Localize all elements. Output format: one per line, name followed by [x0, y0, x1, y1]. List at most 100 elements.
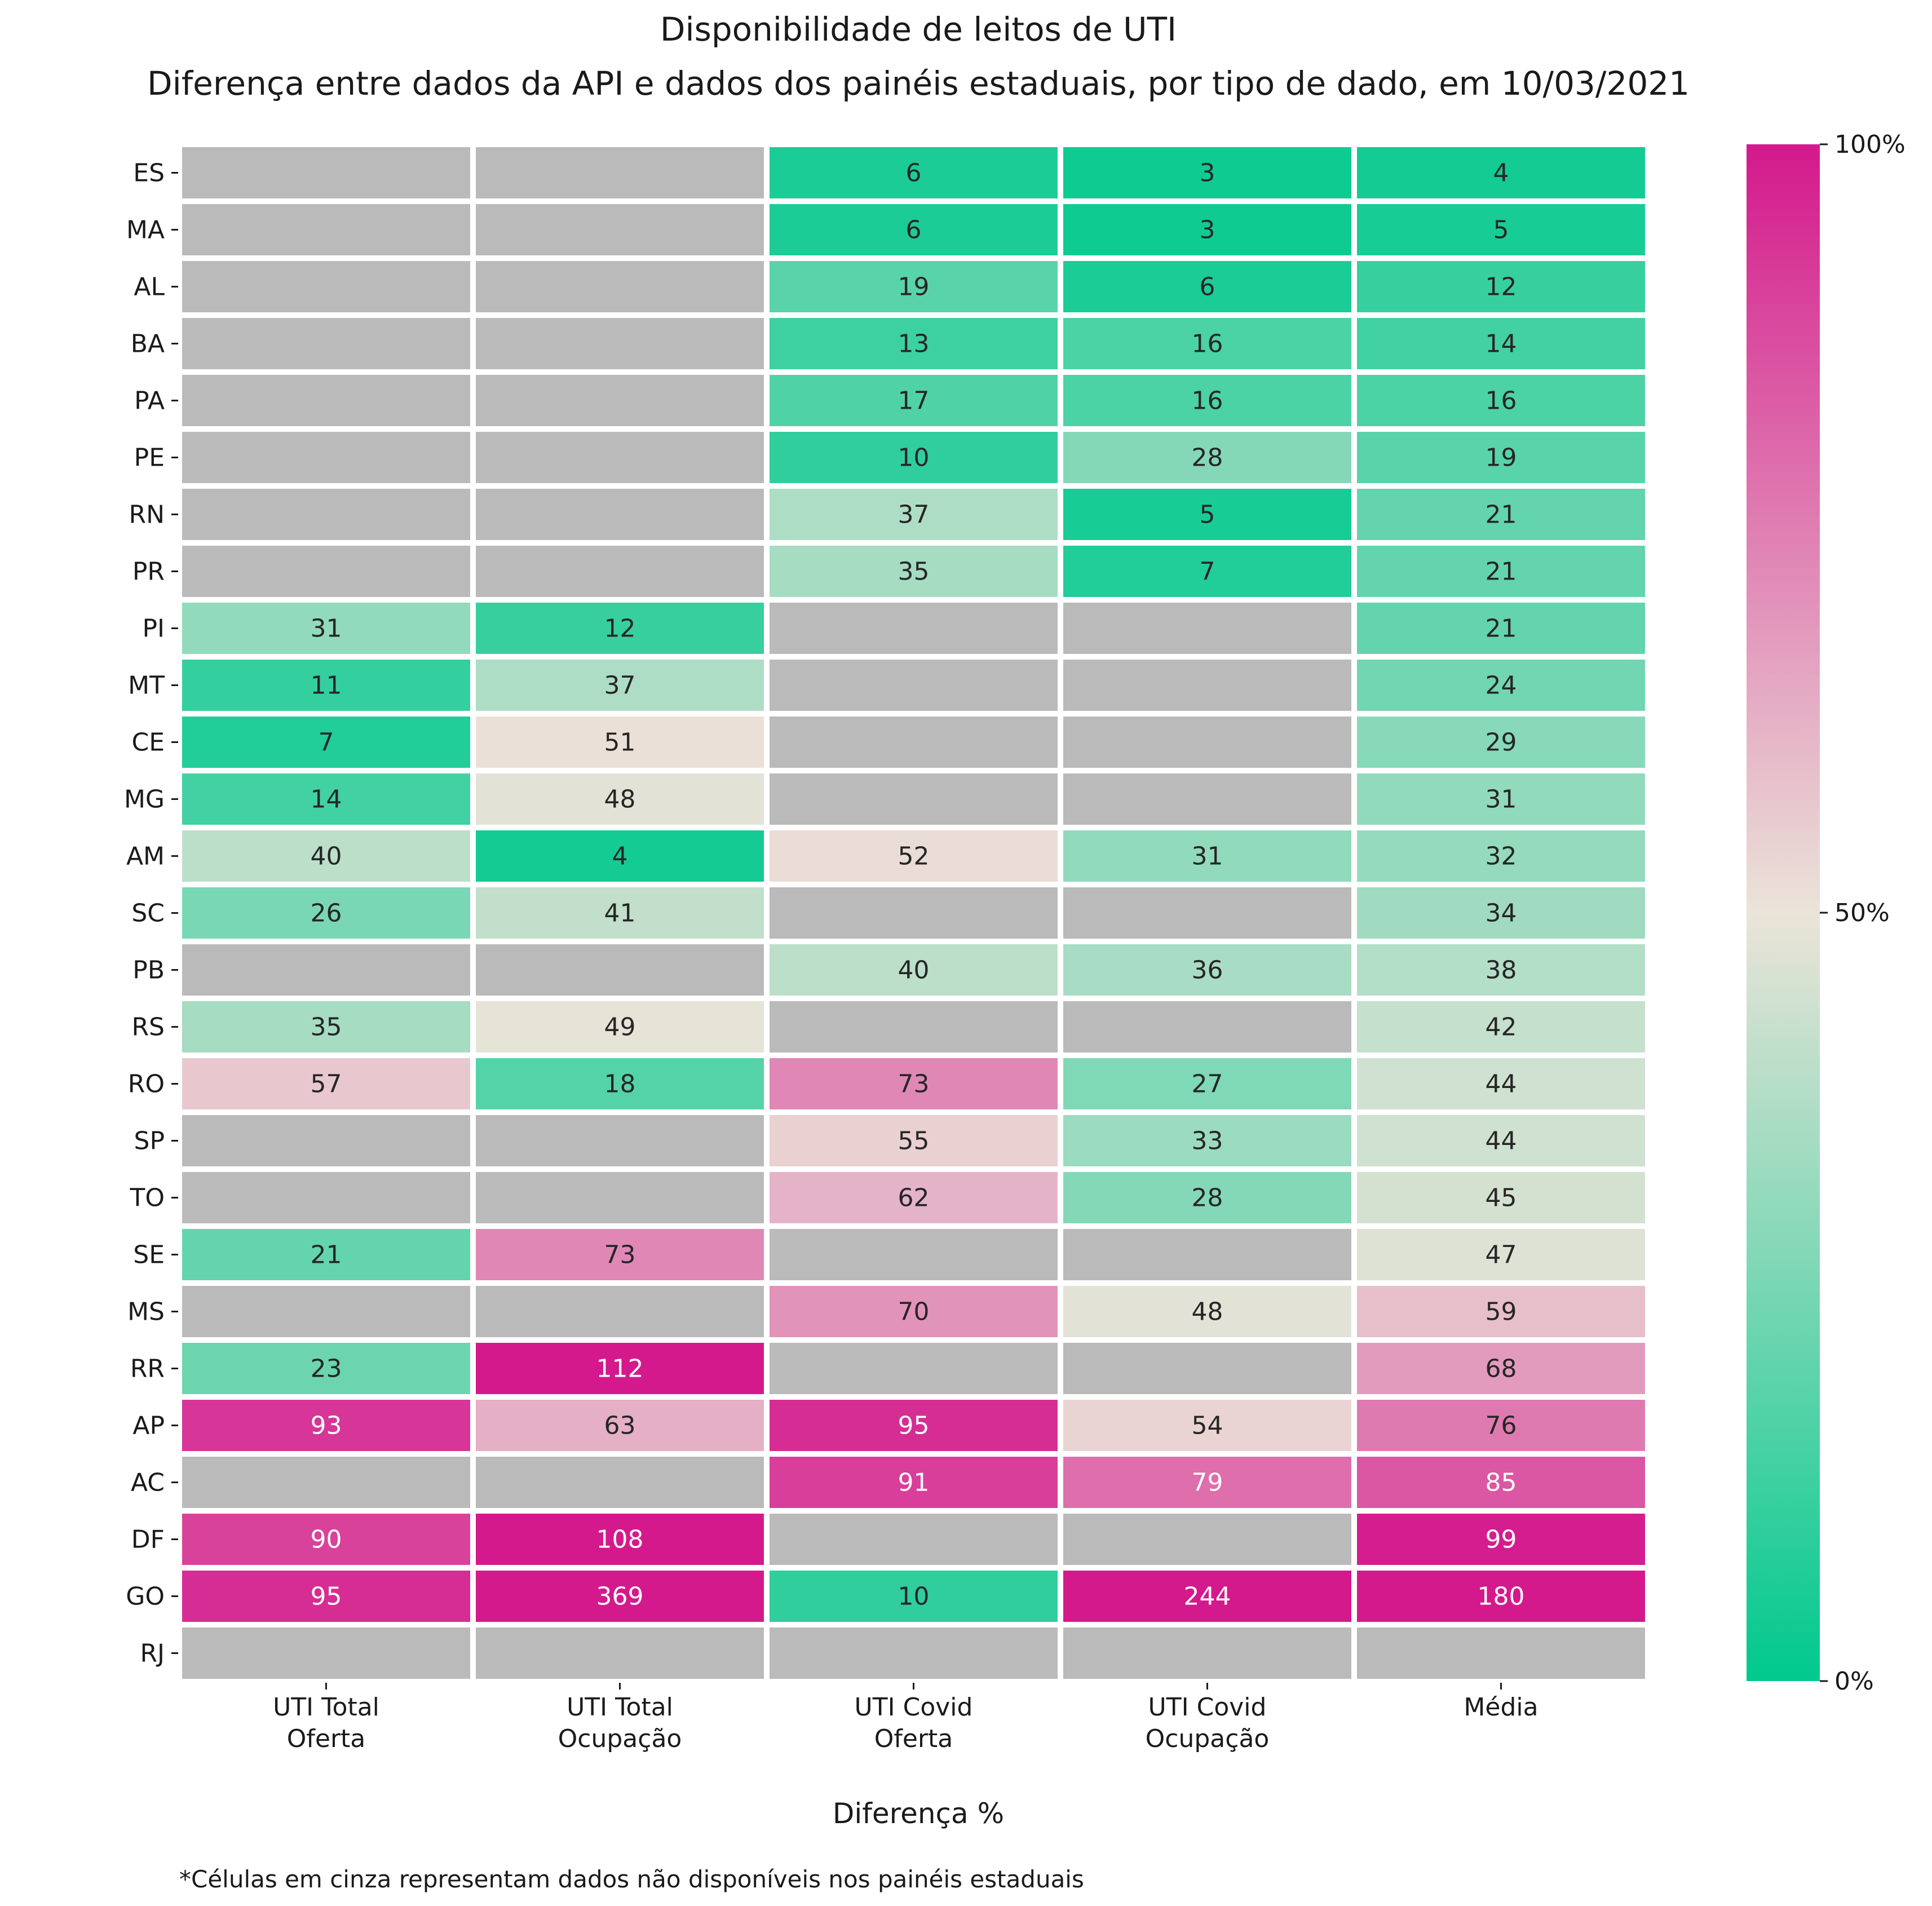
heatmap-cell — [1063, 261, 1351, 312]
heatmap-cell — [1063, 887, 1351, 939]
heatmap-cell — [182, 1343, 470, 1394]
cell-value-label: 57 — [311, 1070, 342, 1099]
heatmap-cell — [1063, 1286, 1351, 1337]
cell-value-label: 19 — [1486, 444, 1517, 472]
heatmap-cell — [182, 887, 470, 939]
cell-value-label: 108 — [596, 1525, 644, 1554]
heatmap-cell — [1357, 1514, 1645, 1565]
y-tick-label: RN — [129, 501, 165, 529]
heatmap-cell — [476, 1400, 764, 1451]
heatmap-cell — [476, 1514, 764, 1565]
heatmap-cell — [1063, 147, 1351, 198]
x-tick-label: Oferta — [874, 1724, 953, 1753]
cell-value-label: 4 — [612, 842, 628, 871]
cell-value-label: 45 — [1486, 1184, 1517, 1213]
cell-value-label: 17 — [898, 387, 930, 415]
cell-value-label: 10 — [898, 1582, 930, 1611]
heatmap-cell — [770, 1343, 1058, 1394]
heatmap-cell — [182, 489, 470, 540]
cell-value-label: 244 — [1184, 1582, 1231, 1611]
heatmap-cell — [476, 887, 764, 939]
heatmap-cell — [476, 944, 764, 996]
cell-value-label: 36 — [1192, 956, 1223, 985]
cell-value-label: 24 — [1486, 671, 1517, 700]
heatmap-cell — [770, 489, 1058, 540]
y-tick-label: PB — [132, 956, 165, 985]
heatmap-cell — [182, 660, 470, 711]
footnote: *Células em cinza representam dados não … — [179, 1865, 1084, 1893]
cell-value-label: 3 — [1200, 159, 1215, 188]
x-tick-label: Média — [1464, 1693, 1538, 1722]
heatmap-cell — [476, 603, 764, 654]
cell-value-label: 99 — [1486, 1525, 1517, 1554]
cell-value-label: 73 — [898, 1070, 930, 1099]
y-tick-label: RJ — [140, 1639, 165, 1668]
cell-value-label: 21 — [311, 1241, 342, 1270]
heatmap-cell — [770, 546, 1058, 597]
cell-value-label: 68 — [1486, 1355, 1517, 1383]
y-tick-label: PR — [132, 558, 165, 586]
cell-value-label: 23 — [311, 1355, 342, 1383]
heatmap-cell — [770, 1172, 1058, 1223]
heatmap-cell — [476, 261, 764, 312]
cell-value-label: 5 — [1493, 216, 1509, 245]
cell-value-label: 7 — [1200, 558, 1215, 586]
heatmap-cell — [1357, 1286, 1645, 1337]
heatmap-cell — [182, 944, 470, 996]
heatmap-cell — [476, 830, 764, 882]
heatmap-cell — [1063, 830, 1351, 882]
y-tick-label: PA — [134, 387, 165, 415]
cell-value-label: 95 — [311, 1582, 342, 1611]
y-tick-label: GO — [126, 1582, 165, 1611]
cell-value-label: 49 — [604, 1013, 636, 1042]
colorbar-tick-label: 50% — [1834, 899, 1890, 927]
cell-value-label: 31 — [1486, 785, 1517, 814]
cell-value-label: 42 — [1486, 1013, 1517, 1042]
heatmap-cell — [770, 1058, 1058, 1109]
heatmap-cell — [1063, 432, 1351, 483]
heatmap-cell — [1357, 603, 1645, 654]
heatmap-cell — [770, 773, 1058, 825]
cell-value-label: 6 — [906, 159, 922, 188]
heatmap-cell — [476, 546, 764, 597]
heatmap-cell — [1063, 944, 1351, 996]
cell-value-label: 7 — [319, 728, 334, 757]
heatmap-cell — [770, 1457, 1058, 1508]
cell-value-label: 369 — [596, 1582, 644, 1611]
cell-value-label: 29 — [1486, 728, 1517, 757]
cell-value-label: 52 — [898, 842, 930, 871]
heatmap-cell — [1063, 773, 1351, 825]
colorbar-tick-label: 100% — [1834, 130, 1906, 159]
heatmap-cell — [1357, 773, 1645, 825]
heatmap-cell — [1357, 432, 1645, 483]
cell-value-label: 37 — [898, 501, 930, 529]
heatmap-cell — [1357, 147, 1645, 198]
cell-value-label: 28 — [1192, 444, 1223, 472]
heatmap-cell — [1063, 1343, 1351, 1394]
cell-value-label: 41 — [604, 899, 636, 928]
cell-value-label: 21 — [1486, 501, 1517, 529]
heatmap-cell — [1063, 204, 1351, 255]
heatmap-cell — [182, 1058, 470, 1109]
cell-value-label: 6 — [1200, 273, 1215, 302]
cell-value-label: 70 — [898, 1298, 930, 1326]
cell-value-label: 63 — [604, 1412, 636, 1440]
cell-value-label: 5 — [1200, 501, 1215, 529]
heatmap-cell — [770, 261, 1058, 312]
heatmap-cell — [1357, 1229, 1645, 1280]
y-tick-label: SP — [134, 1127, 165, 1156]
x-axis-title: Diferença % — [833, 1797, 1004, 1830]
heatmap-cell — [182, 1628, 470, 1679]
chart-subtitle: Diferença entre dados da API e dados dos… — [147, 64, 1690, 103]
y-tick-label: RR — [130, 1355, 165, 1383]
y-tick-label: DF — [131, 1525, 165, 1554]
cell-value-label: 28 — [1192, 1184, 1223, 1213]
heatmap-cell — [1357, 830, 1645, 882]
heatmap-cell — [1357, 1172, 1645, 1223]
heatmap-cell — [770, 717, 1058, 768]
heatmap-cell — [476, 660, 764, 711]
colorbar-ticks: 0% 50% 100% — [1820, 130, 1906, 1696]
cell-value-label: 27 — [1192, 1070, 1223, 1099]
